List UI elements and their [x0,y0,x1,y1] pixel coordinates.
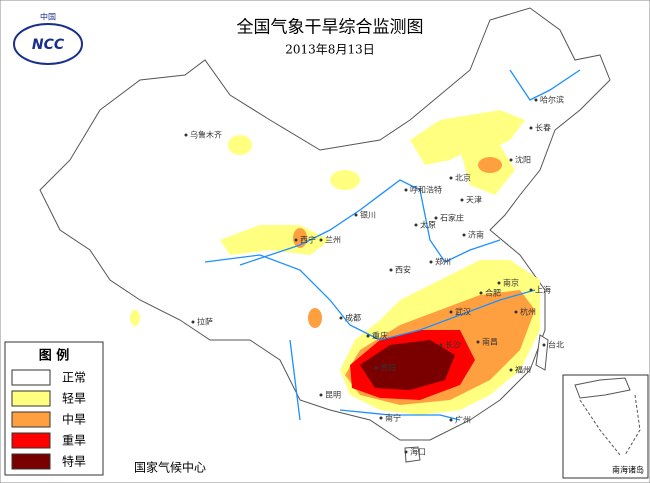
city-label: 拉萨 [197,317,213,327]
city-label: 贵阳 [380,363,396,373]
logo-text: 中国 [40,12,56,22]
city-dot [339,316,343,320]
city-label: 合肥 [485,288,501,298]
city-dot [449,176,453,180]
city-dot [479,291,483,295]
city-dot [439,343,443,347]
title: 全国气象干旱综合监测图 [237,18,424,38]
city-label: 南京 [503,278,519,288]
city-dot [294,238,298,242]
city-dot [414,223,418,227]
city-dot [462,233,466,237]
city-dot [319,393,323,397]
city-label: 沈阳 [515,155,531,165]
city-label: 台北 [548,340,564,350]
city-label: 南宁 [385,413,401,423]
legend-swatch [11,411,51,428]
logo: 中国 NCC [13,12,83,65]
city-label: 天津 [466,195,482,205]
legend-box [4,341,104,476]
city-dot [354,213,358,217]
legend-label: 中旱 [62,412,86,427]
city-dot [509,368,513,372]
legend-label: 正常 [62,371,86,385]
city-label: 上海 [535,285,551,295]
city-dot [429,260,433,264]
legend-label: 特旱 [62,454,86,469]
city-dot [404,450,408,454]
city-label: 福州 [515,366,531,375]
city-label: 重庆 [372,331,388,341]
city-label: 长沙 [445,340,461,350]
inset-boundary [579,394,641,456]
city-dot [509,158,513,162]
city-dot [379,416,383,420]
city-label: 海口 [410,447,426,457]
city-dot [389,268,393,272]
city-dot [449,418,453,422]
city-label: 乌鲁木齐 [190,130,222,140]
city-label: 南昌 [482,337,498,347]
city-label: 武汉 [455,307,471,317]
city-dot [434,216,438,220]
city-label: 北京 [455,173,471,183]
city-dot [184,133,188,137]
legend-swatch [11,453,51,470]
legend-title: 图 例 [39,348,70,364]
city-label: 太原 [420,220,436,230]
rivers [204,69,581,421]
city-label: 西宁 [300,235,316,245]
city-dot [534,98,538,102]
drought-areas [130,110,540,415]
city-label: 银川 [360,210,376,220]
city-dot [374,366,378,370]
inset-label: 南海诸岛 [612,465,644,475]
city-dot [476,340,480,344]
city-label: 哈尔滨 [540,95,564,105]
city-dot [542,343,546,347]
city-dot [366,334,370,338]
city-dot [460,198,464,202]
legend-label: 重旱 [62,434,86,448]
inset-coast [574,377,631,399]
legend-swatch [11,390,51,407]
city-dot [529,288,533,292]
logo-abbr: NCC [32,37,65,53]
city-label: 广州 [455,415,471,425]
taiwan [535,334,549,371]
city-label: 兰州 [325,235,341,245]
date: 2013年8月13日 [285,43,374,57]
city-label: 成都 [345,313,361,323]
city-label: 西安 [395,265,411,275]
source: 国家气候中心 [134,460,206,475]
city-label: 呼和浩特 [410,185,442,195]
legend-swatch [11,369,51,386]
city-dot [497,281,501,285]
city-dot [449,310,453,314]
hainan [404,446,421,463]
city-label: 济南 [468,230,484,240]
city-dot [514,310,518,314]
city-dot [191,320,195,324]
city-label: 郑州 [435,257,451,267]
city-label: 石家庄 [440,213,464,223]
city-label: 长春 [535,123,551,133]
city-label: 昆明 [325,391,341,400]
city-dot [529,126,533,130]
legend-label: 轻旱 [62,392,86,406]
city-dot [319,238,323,242]
legend-swatch [11,432,51,449]
city-dot [404,188,408,192]
city-label: 杭州 [520,307,536,317]
